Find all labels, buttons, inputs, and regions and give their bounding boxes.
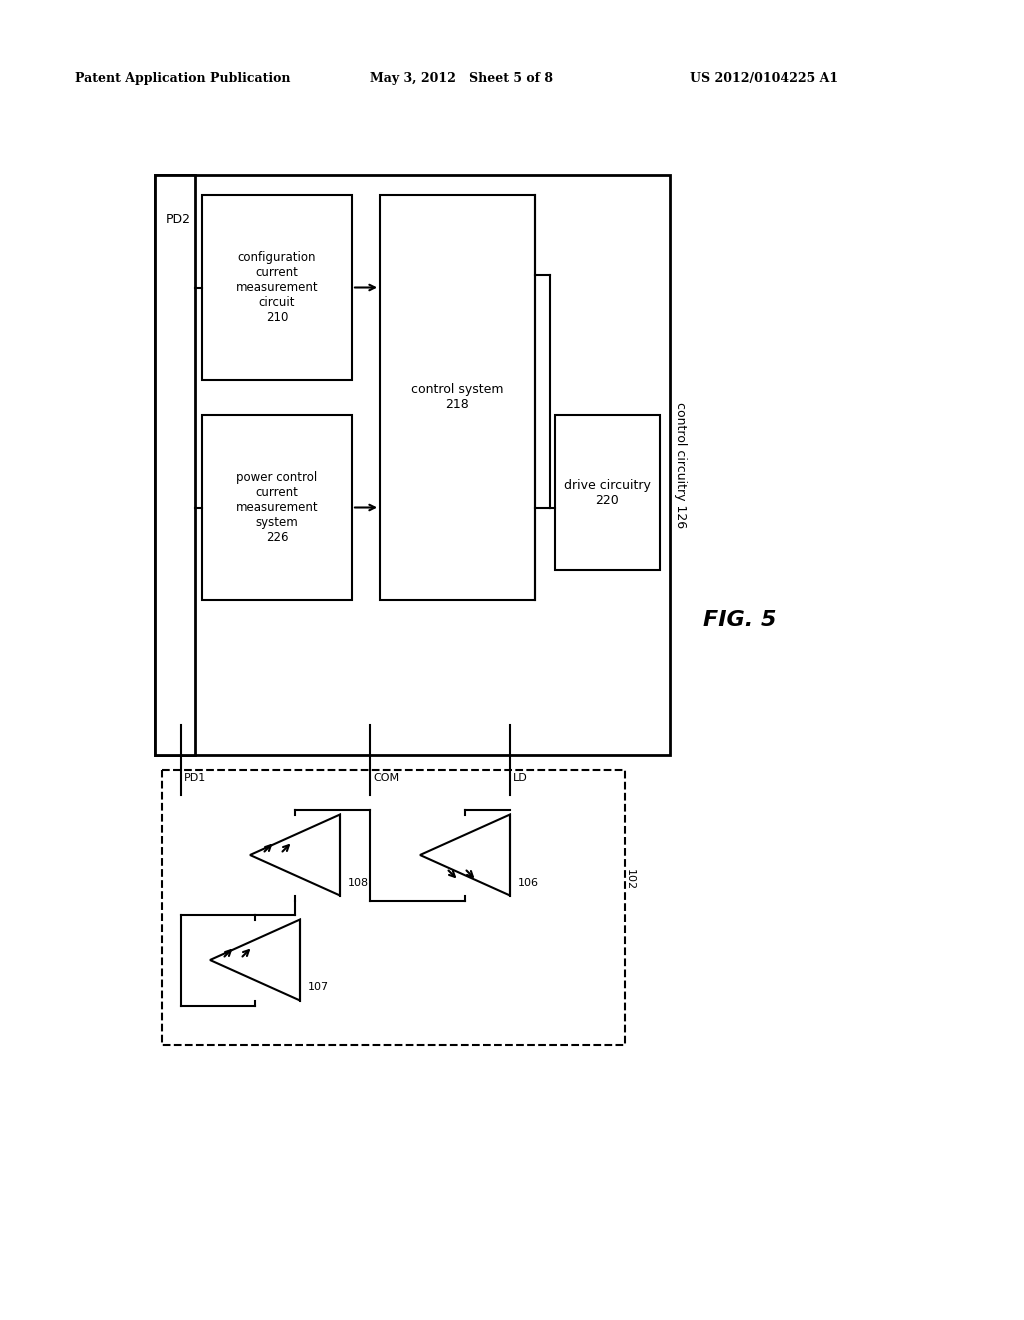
Text: power control
current
measurement
system
226: power control current measurement system…: [236, 471, 318, 544]
Text: PD1: PD1: [184, 774, 206, 783]
Text: configuration
current
measurement
circuit
210: configuration current measurement circui…: [236, 251, 318, 323]
Text: 106: 106: [518, 878, 539, 887]
Bar: [555, 414, 660, 570]
Text: COM: COM: [373, 774, 399, 783]
Text: 107: 107: [308, 982, 329, 993]
Text: 102: 102: [625, 870, 635, 891]
Text: PD2: PD2: [166, 213, 191, 226]
Bar: [202, 414, 352, 601]
Text: drive circuitry
220: drive circuitry 220: [564, 479, 651, 507]
Text: 108: 108: [348, 878, 369, 887]
Text: LD: LD: [513, 774, 527, 783]
Bar: [155, 176, 195, 755]
Text: Patent Application Publication: Patent Application Publication: [75, 73, 291, 84]
Text: control system
218: control system 218: [412, 384, 504, 412]
Bar: [380, 195, 535, 601]
Text: control circuitry 126: control circuitry 126: [674, 401, 686, 528]
Text: FIG. 5: FIG. 5: [703, 610, 777, 630]
Text: US 2012/0104225 A1: US 2012/0104225 A1: [690, 73, 838, 84]
Text: May 3, 2012   Sheet 5 of 8: May 3, 2012 Sheet 5 of 8: [370, 73, 553, 84]
Bar: [202, 195, 352, 380]
Bar: [155, 176, 670, 755]
Bar: [162, 770, 625, 1045]
